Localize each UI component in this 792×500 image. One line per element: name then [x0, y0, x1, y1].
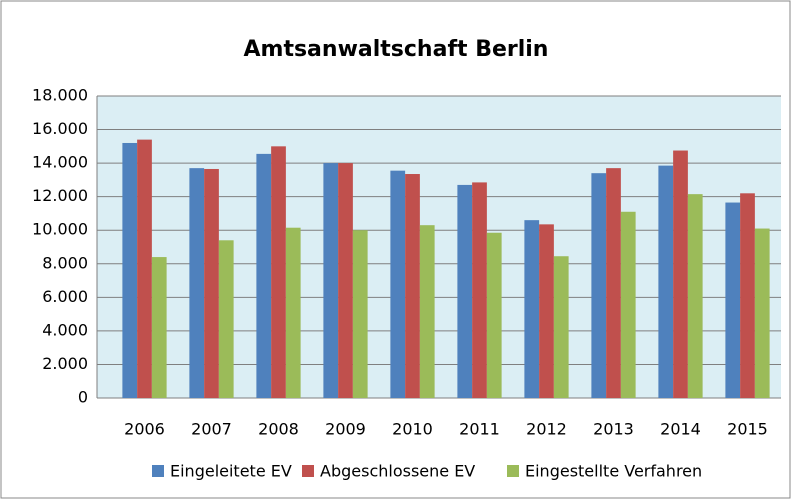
bar [271, 146, 286, 398]
x-tick-label: 2015 [727, 420, 768, 439]
y-tick-label: 6.000 [42, 287, 88, 306]
bar [620, 211, 636, 398]
x-tick-label: 2007 [191, 420, 232, 439]
x-tick-label: 2013 [593, 420, 634, 439]
bar [204, 168, 219, 398]
bar [524, 220, 540, 398]
x-tick-label: 2010 [392, 420, 433, 439]
y-tick-label: 12.000 [32, 186, 88, 205]
y-tick-label: 14.000 [32, 153, 88, 172]
x-tick-label: 2009 [325, 420, 366, 439]
bar [256, 153, 272, 398]
x-tick-label: 2012 [526, 420, 567, 439]
y-tick-label: 16.000 [32, 119, 88, 138]
bar [553, 256, 569, 398]
legend-swatch [507, 465, 519, 477]
bar [673, 150, 688, 398]
y-tick-label: 2.000 [42, 354, 88, 373]
bar [606, 168, 621, 398]
bar [457, 184, 473, 398]
bar [352, 230, 368, 398]
y-tick-label: 0 [78, 388, 88, 407]
bar [323, 163, 339, 398]
bar [725, 202, 741, 398]
bar [189, 168, 205, 398]
legend-label: Eingeleitete EV [170, 462, 292, 481]
bar [419, 225, 435, 398]
x-tick-label: 2006 [124, 420, 165, 439]
bar [740, 193, 755, 398]
bar [486, 232, 502, 398]
bar [285, 227, 301, 398]
bar [338, 163, 353, 398]
y-tick-label: 18.000 [32, 86, 88, 105]
legend-label: Abgeschlossene EV [320, 462, 475, 481]
x-tick-label: 2008 [258, 420, 299, 439]
x-tick-label: 2014 [660, 420, 701, 439]
bar [687, 194, 703, 398]
bar [218, 240, 234, 398]
y-tick-label: 4.000 [42, 320, 88, 339]
bar [472, 182, 487, 398]
bar [405, 174, 420, 398]
x-tick-label: 2011 [459, 420, 500, 439]
chart-title: Amtsanwaltschaft Berlin [244, 37, 549, 62]
bar [754, 228, 770, 398]
legend-label: Eingestellte Verfahren [525, 462, 702, 481]
y-tick-label: 10.000 [32, 220, 88, 239]
legend-swatch [152, 465, 164, 477]
bar [591, 173, 607, 398]
bar [122, 142, 138, 398]
bar [539, 224, 554, 398]
y-tick-label: 8.000 [42, 253, 88, 272]
bar [658, 165, 674, 398]
legend-swatch [302, 465, 314, 477]
bar [390, 170, 406, 398]
bar [137, 139, 152, 398]
bar [151, 257, 167, 398]
